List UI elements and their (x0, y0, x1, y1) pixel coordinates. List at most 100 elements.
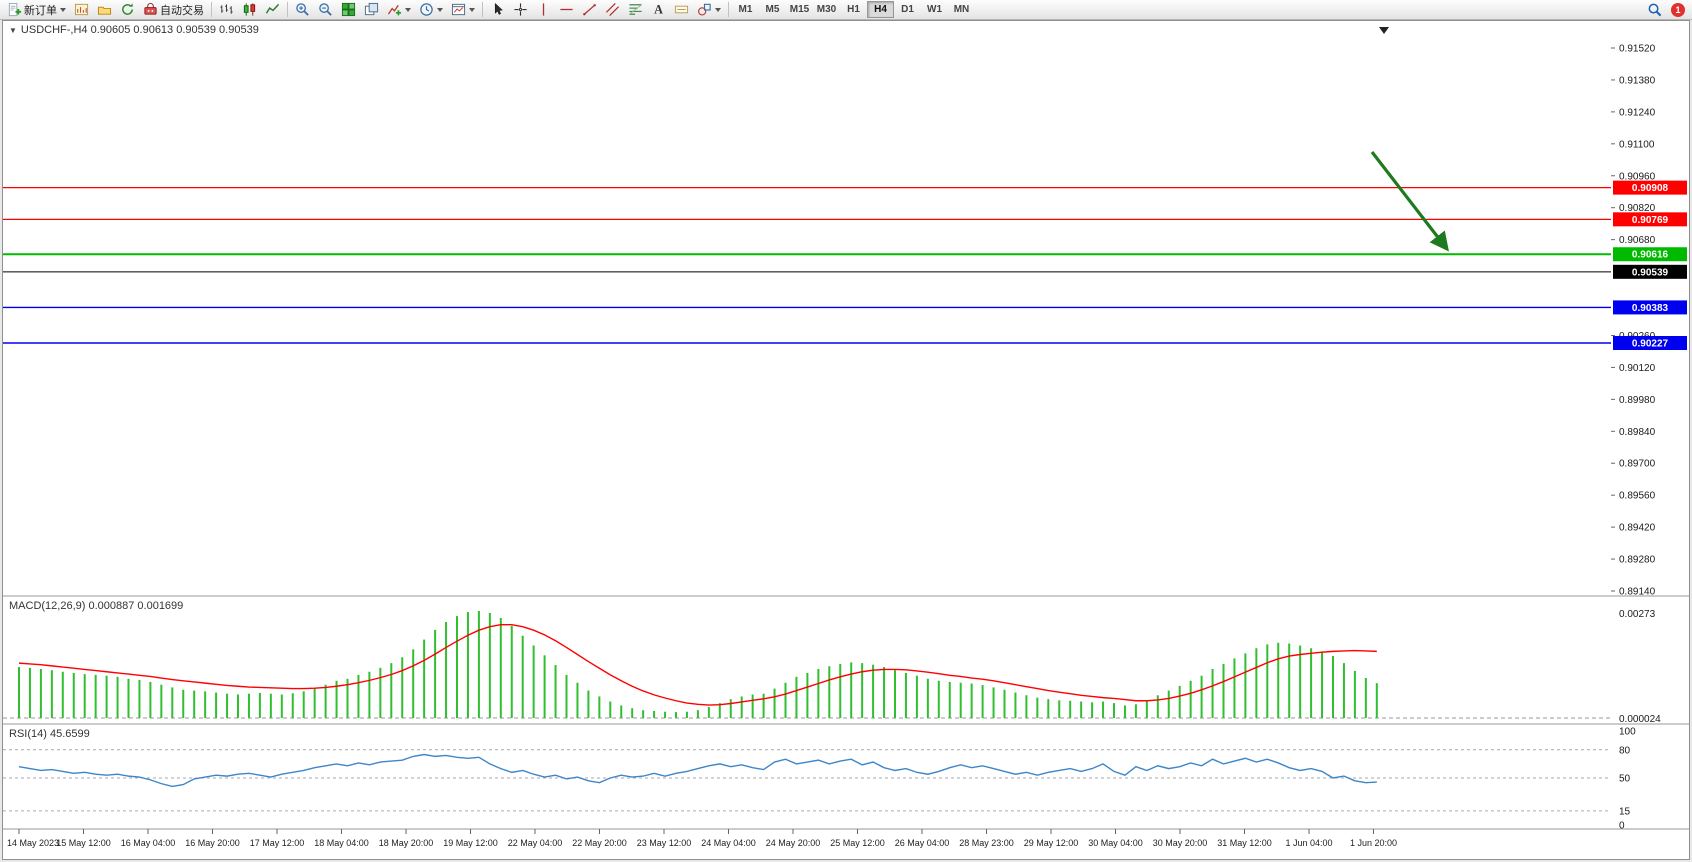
toolbar-profiles-button[interactable] (93, 1, 116, 19)
timeframe-m5-button[interactable]: M5 (759, 1, 786, 18)
toolbar-candle-chart-mode-button[interactable] (238, 1, 261, 19)
price-badge (1613, 264, 1687, 279)
macd-scale-bottom: 0.000024 (1619, 714, 1661, 725)
timeframe-h1-button[interactable]: H1 (840, 1, 867, 18)
chart-canvas[interactable]: 0.91520 0.91380 0.91240 0.91100 0.90960 0.908… (3, 21, 1689, 859)
timeframe-m1-button[interactable]: M1 (732, 1, 759, 18)
price-axis-label: 0.90120 (1619, 363, 1656, 374)
search-icon (1647, 2, 1662, 17)
toolbar-shapes-button[interactable] (693, 1, 725, 19)
price-axis-label: 0.89280 (1619, 555, 1656, 566)
crosshair-icon (513, 2, 528, 17)
time-label: 22 May 04:00 (508, 838, 563, 848)
time-label: 18 May 20:00 (379, 838, 434, 848)
toolbar-search-button[interactable] (1643, 1, 1666, 19)
price-badge-label: 0.90616 (1632, 250, 1669, 261)
cascade-windows-icon (364, 2, 379, 17)
zoom-in-icon (295, 2, 310, 17)
price-axis-label: 0.89980 (1619, 395, 1656, 406)
toolbar-zoom-out-button[interactable] (314, 1, 337, 19)
dropdown-caret-icon (405, 7, 411, 12)
notification-badge[interactable]: 1 (1671, 2, 1685, 17)
new-order-icon (7, 2, 22, 17)
equidistant-channel-icon (605, 2, 620, 17)
chart-header: ▼ USDCHF-,H4 0.90605 0.90613 0.90539 0.9… (9, 24, 259, 36)
chart-window-icon (74, 2, 89, 17)
chart-title: USDCHF-,H4 0.90605 0.90613 0.90539 0.905… (20, 24, 259, 36)
fibonacci-icon (628, 2, 643, 17)
toolbar-new-order-button[interactable]: 新订单 (3, 1, 70, 19)
price-badge (1613, 212, 1687, 227)
time-label: 30 May 04:00 (1088, 838, 1143, 848)
price-axis-label: 0.90960 (1619, 171, 1656, 182)
rsi-axis-label: 50 (1619, 774, 1631, 785)
toolbar-indicators-button[interactable] (383, 1, 415, 19)
price-axis-label: 0.90820 (1619, 203, 1656, 214)
toolbar-line-chart-mode-button[interactable] (261, 1, 284, 19)
timeframe-mn-button[interactable]: MN (948, 1, 975, 18)
toolbar-vertical-line-button[interactable] (532, 1, 555, 19)
time-label: 25 May 12:00 (830, 838, 885, 848)
time-label: 24 May 04:00 (701, 838, 756, 848)
price-axis-label: 0.91100 (1619, 139, 1655, 150)
toolbar-text-label-button[interactable] (670, 1, 693, 19)
toolbar-templates-button[interactable] (447, 1, 479, 19)
toolbar-tile-windows-button[interactable] (337, 1, 360, 19)
shapes-icon (697, 2, 712, 17)
bar-chart-mode-icon (219, 2, 234, 17)
price-axis-label: 0.91520 (1619, 44, 1656, 55)
time-label: 1 Jun 20:00 (1350, 838, 1397, 848)
collapse-icon[interactable]: ▼ (9, 25, 17, 35)
price-axis-label: 0.90680 (1619, 235, 1656, 246)
toolbar-cascade-windows-button[interactable] (360, 1, 383, 19)
time-label: 1 Jun 04:00 (1285, 838, 1332, 848)
tile-windows-icon (341, 2, 356, 17)
price-badge (1613, 180, 1687, 195)
time-label: 30 May 20:00 (1153, 838, 1208, 848)
annotation-arrow[interactable] (1370, 151, 1449, 252)
toolbar-horizontal-line-button[interactable] (555, 1, 578, 19)
macd-scale-top: 0.00273 (1619, 609, 1656, 620)
toolbar-refresh-button[interactable] (116, 1, 139, 19)
price-axis-label: 0.89560 (1619, 491, 1656, 502)
time-label: 16 May 04:00 (121, 838, 176, 848)
price-badge (1613, 247, 1687, 262)
toolbar-text-button[interactable] (647, 1, 670, 19)
chart-window: 0.91520 0.91380 0.91240 0.91100 0.90960 0.908… (2, 20, 1690, 860)
zoom-out-icon (318, 2, 333, 17)
price-axis-label: 0.91380 (1619, 75, 1656, 86)
toolbar-auto-trading-button[interactable]: 自动交易 (139, 1, 208, 19)
toolbar-fibonacci-button[interactable] (624, 1, 647, 19)
toolbar-separator (728, 2, 729, 17)
time-label: 22 May 20:00 (572, 838, 627, 848)
toolbar-trendline-button[interactable] (578, 1, 601, 19)
candle-chart-mode-icon (242, 2, 257, 17)
toolbar-bar-chart-mode-button[interactable] (215, 1, 238, 19)
toolbar-crosshair-button[interactable] (509, 1, 532, 19)
timeframe-h4-button[interactable]: H4 (867, 1, 894, 18)
price-badge (1613, 335, 1687, 350)
toolbar-zoom-in-button[interactable] (291, 1, 314, 19)
time-label: 15 May 12:00 (56, 838, 111, 848)
horizontal-line-icon (559, 2, 574, 17)
indicators-icon (387, 2, 402, 17)
toolbar-equidistant-channel-button[interactable] (601, 1, 624, 19)
time-label: 29 May 12:00 (1024, 838, 1079, 848)
toolbar-periods-button[interactable] (415, 1, 447, 19)
timeframe-m15-button[interactable]: M15 (786, 1, 813, 18)
line-chart-mode-icon (265, 2, 280, 17)
toolbar-groups: 新订单 自动交易 M1 M5 M15 M30 H1 H4 D1 W1 MN (3, 0, 975, 20)
timeframe-w1-button[interactable]: W1 (921, 1, 948, 18)
toolbar-cursor-button[interactable] (486, 1, 509, 19)
toolbar-chart-window-button[interactable] (70, 1, 93, 19)
timeframe-m30-button[interactable]: M30 (813, 1, 840, 18)
price-badge-label: 0.90383 (1632, 303, 1669, 314)
time-label: 16 May 20:00 (185, 838, 240, 848)
timeframe-d1-button[interactable]: D1 (894, 1, 921, 18)
toolbar-auto-trading-label: 自动交易 (160, 4, 204, 17)
chart-shift-marker[interactable] (1379, 27, 1389, 34)
templates-icon (451, 2, 466, 17)
macd-header: MACD(12,26,9) 0.000887 0.001699 (9, 600, 184, 612)
time-label: 26 May 04:00 (895, 838, 950, 848)
